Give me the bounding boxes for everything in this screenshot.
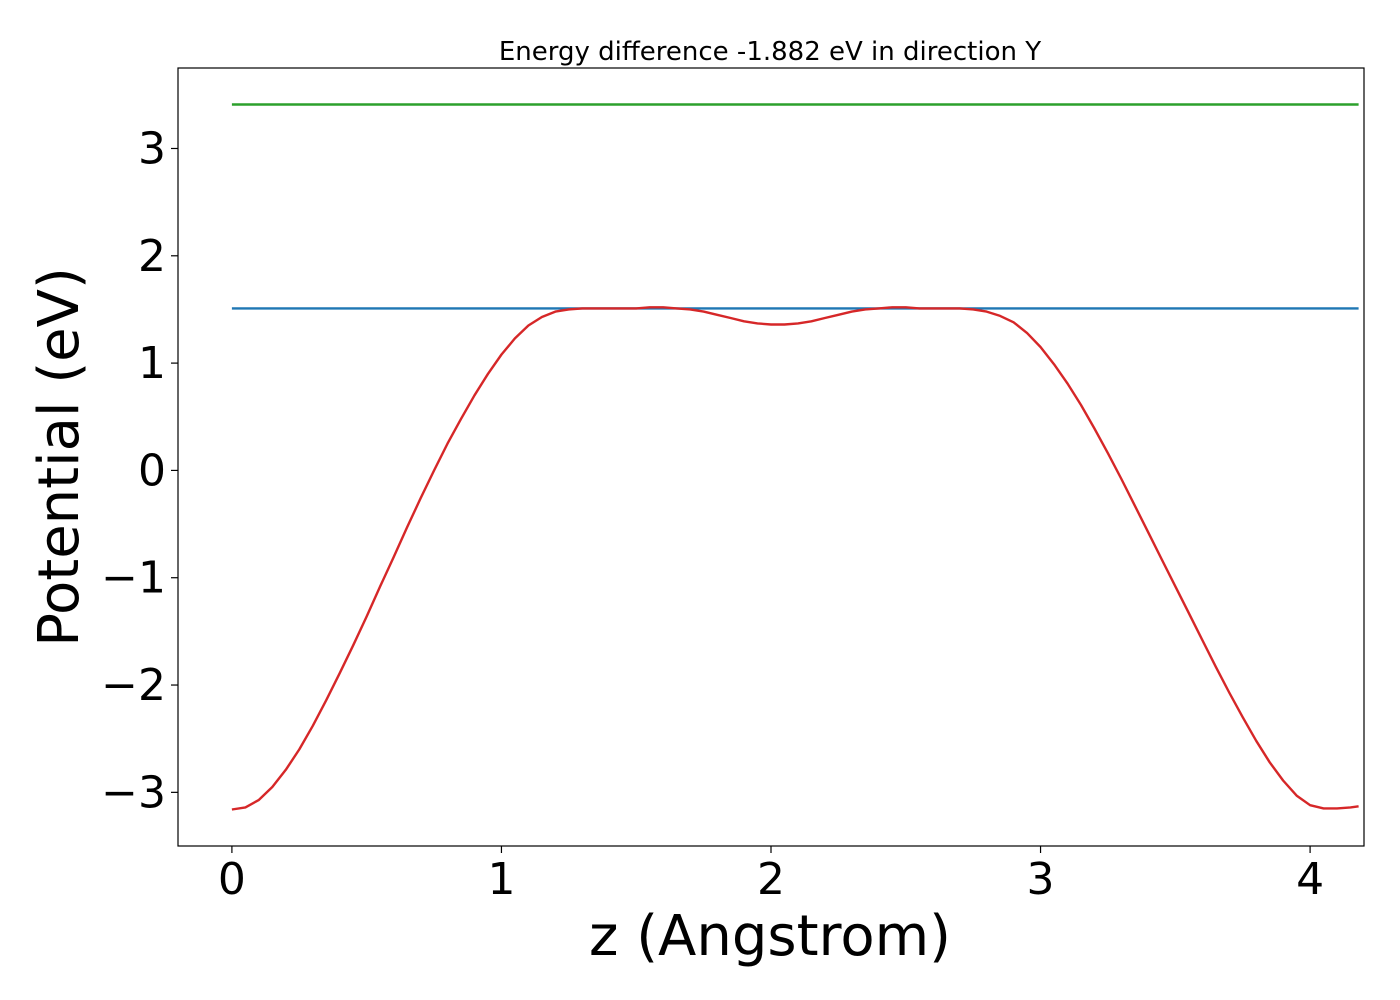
x-tick-label: 3 — [1027, 854, 1055, 905]
plot-area — [231, 103, 1359, 811]
x-tick-label: 2 — [757, 854, 785, 905]
axes-frame — [177, 67, 1365, 847]
x-tick-label: 4 — [1296, 854, 1324, 905]
y-tick-label: −3 — [101, 767, 166, 818]
y-tick-label: 0 — [138, 445, 166, 496]
y-axis-label: Potential (eV) — [27, 267, 92, 647]
chart-title: Energy difference -1.882 eV in direction… — [499, 37, 1041, 67]
y-tick-label: 1 — [138, 338, 166, 389]
y-tick-label: −1 — [101, 553, 166, 604]
y-tick-label: 3 — [138, 123, 166, 174]
tick-group: 0 1 2 3 4 −3 −2 −1 0 1 2 3 — [101, 123, 1324, 905]
x-tick-label: 0 — [218, 854, 246, 905]
series-line-2 — [231, 306, 1359, 811]
x-axis-label: z (Angstrom) — [589, 904, 951, 969]
y-tick-label: 2 — [138, 231, 166, 282]
y-tick-label: −2 — [101, 660, 166, 711]
x-tick-label: 1 — [487, 854, 515, 905]
